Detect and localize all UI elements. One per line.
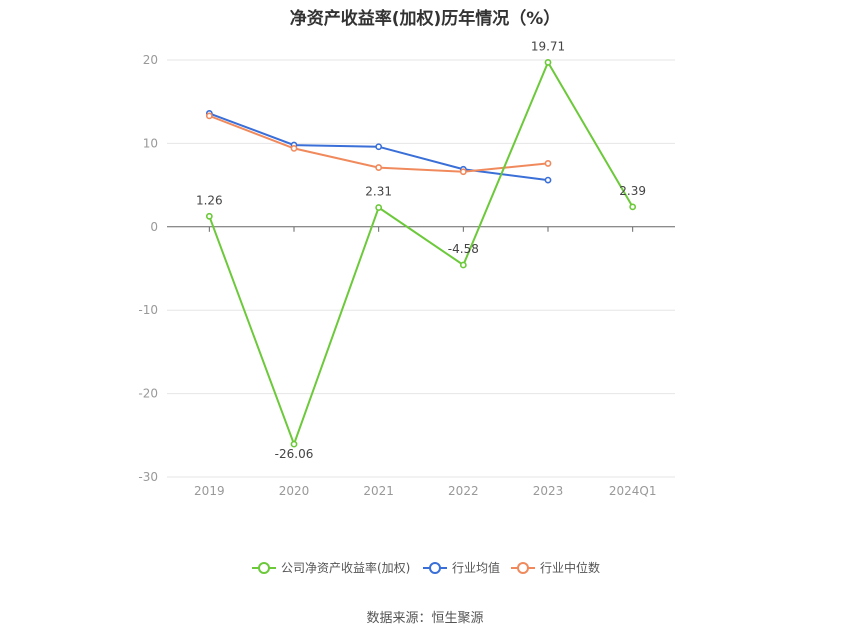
x-tick-label: 2020	[279, 484, 310, 498]
series-line-0	[208, 60, 634, 448]
legend-label: 公司净资产收益率(加权)	[281, 560, 410, 575]
data-label: -26.06	[275, 447, 314, 461]
y-tick-label: -10	[138, 303, 158, 317]
y-tick-label: -20	[138, 387, 158, 401]
data-label: 19.71	[531, 39, 565, 53]
x-tick-label: 2024Q1	[609, 484, 657, 498]
data-point	[290, 145, 298, 152]
y-tick-label: 0	[150, 220, 158, 234]
data-point	[629, 203, 637, 211]
data-point	[544, 160, 552, 167]
x-tick-label: 2023	[533, 484, 564, 498]
data-point	[459, 261, 467, 269]
data-point	[205, 112, 213, 120]
chart-title: 净资产收益率(加权)历年情况（%）	[289, 9, 561, 29]
data-point	[375, 143, 383, 151]
y-tick-label: -30	[138, 470, 158, 484]
legend-label: 行业中位数	[540, 560, 600, 575]
legend-swatch-marker	[258, 562, 270, 574]
data-point	[544, 59, 552, 66]
data-point	[544, 176, 552, 184]
legend-swatch-marker	[429, 562, 441, 574]
data-point	[290, 440, 298, 448]
data-point	[205, 212, 213, 220]
x-tick-label: 2019	[194, 484, 225, 498]
data-point	[375, 164, 383, 171]
legend-label: 行业均值	[452, 560, 500, 575]
legend-swatch-marker	[517, 562, 529, 574]
data-point	[375, 204, 383, 211]
y-tick-label: 20	[143, 53, 158, 67]
data-label: 2.31	[365, 185, 392, 199]
data-label: -4.58	[448, 242, 479, 256]
data-point	[459, 168, 467, 176]
data-label: 1.26	[196, 193, 223, 207]
data-label: 2.39	[619, 184, 646, 198]
x-tick-label: 2021	[363, 484, 394, 498]
data-source: 数据来源：恒生聚源	[366, 611, 484, 626]
x-tick-label: 2022	[448, 484, 479, 498]
y-tick-label: 10	[143, 136, 158, 150]
